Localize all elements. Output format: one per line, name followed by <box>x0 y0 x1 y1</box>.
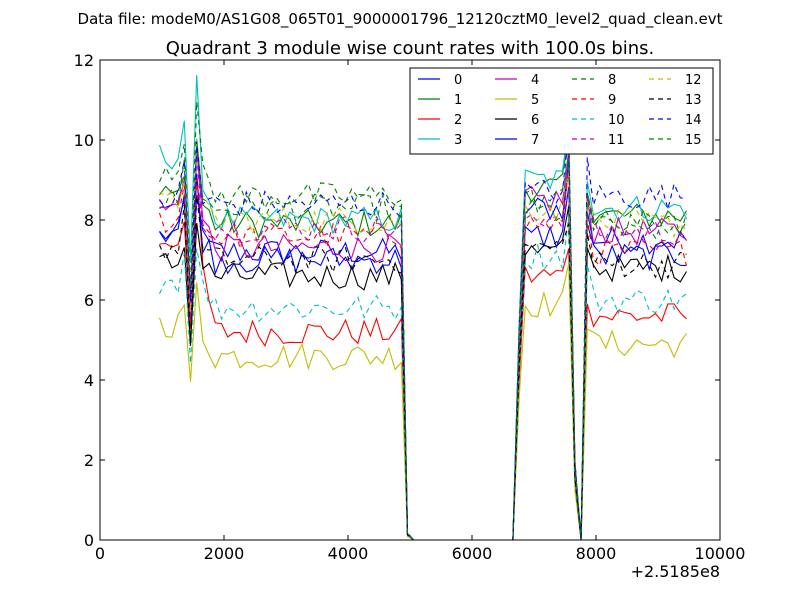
series-line-0 <box>159 158 687 540</box>
x-tick-label: 4000 <box>328 544 369 563</box>
y-tick-label: 6 <box>84 291 94 310</box>
x-tick-label: 2000 <box>204 544 245 563</box>
legend-label-2: 2 <box>454 113 462 128</box>
series-line-5 <box>158 263 687 540</box>
y-tick-label: 8 <box>84 211 94 230</box>
legend-label-10: 10 <box>608 113 625 128</box>
series-line-9 <box>158 168 688 540</box>
chart-title: Quadrant 3 module wise count rates with … <box>166 38 655 59</box>
legend-label-1: 1 <box>454 93 462 108</box>
legend-label-9: 9 <box>608 93 616 108</box>
series-line-3 <box>158 75 687 540</box>
legend-label-5: 5 <box>531 93 539 108</box>
x-tick-label: 10000 <box>695 544 746 563</box>
y-tick-label: 10 <box>74 131 94 150</box>
legend-label-8: 8 <box>608 73 616 88</box>
y-tick-label: 0 <box>84 531 94 550</box>
legend-frame <box>409 67 714 155</box>
y-tick-label: 12 <box>74 51 94 70</box>
figure-suptitle: Data file: modeM0/AS1G08_065T01_90000017… <box>78 10 723 29</box>
legend-label-14: 14 <box>685 113 702 128</box>
series-line-13 <box>158 196 687 540</box>
x-tick-label: 8000 <box>576 544 617 563</box>
legend-label-12: 12 <box>685 73 702 88</box>
y-tick-label: 4 <box>84 371 94 390</box>
x-axis: 0 2000 4000 6000 8000 10000 <box>95 60 746 563</box>
x-offset-label: +2.5185e8 <box>631 562 720 581</box>
legend-label-15: 15 <box>685 133 702 148</box>
x-tick-label: 6000 <box>452 544 493 563</box>
series-layer <box>158 75 688 540</box>
series-line-2 <box>159 173 687 540</box>
series-line-12 <box>159 137 687 540</box>
legend-label-7: 7 <box>531 133 539 148</box>
series-line-11 <box>159 155 687 540</box>
legend-label-4: 4 <box>531 73 539 88</box>
series-line-7 <box>159 173 687 540</box>
x-tick-label: 0 <box>95 544 105 563</box>
series-line-6 <box>159 206 687 540</box>
legend-label-11: 11 <box>608 133 625 148</box>
legend-label-3: 3 <box>454 133 462 148</box>
y-tick-label: 2 <box>84 451 94 470</box>
series-line-4 <box>159 148 687 540</box>
series-line-1 <box>159 139 687 540</box>
legend-label-6: 6 <box>531 113 539 128</box>
series-line-8 <box>159 149 688 540</box>
legend-label-0: 0 <box>454 73 462 88</box>
legend-label-13: 13 <box>685 93 702 108</box>
